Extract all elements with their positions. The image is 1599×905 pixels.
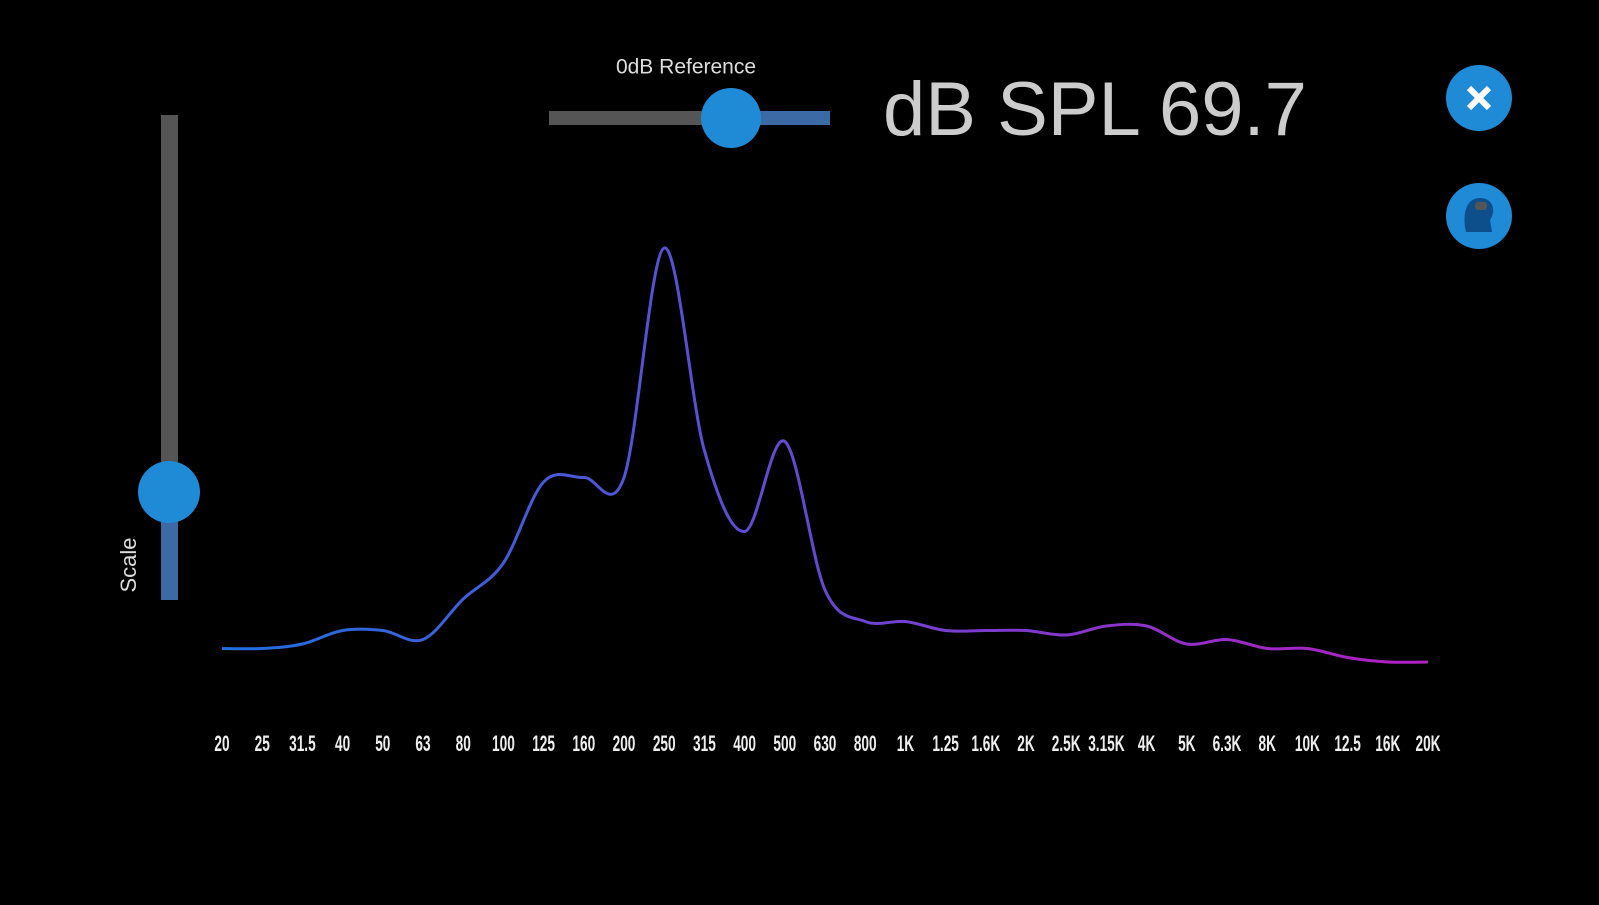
x-tick-label: 400 [733, 730, 756, 755]
x-tick-label: 250 [653, 730, 676, 755]
spl-readout: dB SPL 69.7 [883, 67, 1307, 152]
scale-slider[interactable] [138, 115, 200, 600]
slider-track [549, 111, 731, 125]
x-tick-label: 63 [415, 730, 430, 755]
x-tick-label: 315 [693, 730, 716, 755]
x-tick-label: 1.25 [932, 730, 959, 755]
x-tick-label: 100 [492, 730, 515, 755]
slider-track [161, 115, 178, 493]
x-tick-label: 6.3K [1213, 730, 1242, 755]
x-tick-label: 25 [255, 730, 270, 755]
x-tick-label: 1.6K [971, 730, 1000, 755]
x-tick-label: 80 [456, 730, 471, 755]
x-tick-label: 125 [532, 730, 555, 755]
x-tick-label: 20K [1415, 730, 1441, 755]
x-tick-label: 8K [1258, 730, 1276, 755]
x-tick-label: 10K [1295, 730, 1321, 755]
reference-label: 0dB Reference [616, 56, 756, 79]
x-tick-label: 5K [1178, 730, 1196, 755]
x-tick-label: 50 [375, 730, 390, 755]
x-tick-label: 1K [897, 730, 915, 755]
x-tick-label: 20 [214, 730, 229, 755]
close-icon [1466, 85, 1492, 111]
spectrum-line [221, 246, 1429, 664]
head-icon-detail [1475, 202, 1487, 210]
x-tick-label: 31.5 [289, 730, 316, 755]
scale-label: Scale [116, 537, 141, 592]
close-button[interactable] [1446, 65, 1512, 131]
x-tick-label: 12.5 [1334, 730, 1361, 755]
profile-button[interactable] [1446, 183, 1512, 249]
x-tick-label: 200 [613, 730, 636, 755]
x-tick-label: 2.5K [1052, 730, 1081, 755]
x-tick-label: 800 [854, 730, 877, 755]
x-tick-label: 3.15K [1088, 730, 1125, 755]
reference-slider[interactable] [549, 88, 830, 148]
x-tick-label: 16K [1375, 730, 1401, 755]
slider-thumb[interactable] [138, 461, 200, 523]
x-tick-label: 630 [814, 730, 837, 755]
slider-thumb[interactable] [701, 88, 761, 148]
x-tick-label: 500 [773, 730, 796, 755]
x-tick-label: 40 [335, 730, 350, 755]
x-tick-label: 160 [572, 730, 595, 755]
x-tick-label: 2K [1017, 730, 1035, 755]
x-tick-label: 4K [1138, 730, 1156, 755]
